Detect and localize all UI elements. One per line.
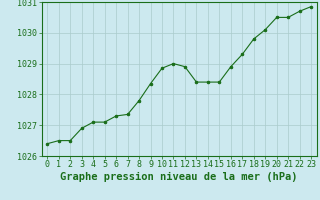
X-axis label: Graphe pression niveau de la mer (hPa): Graphe pression niveau de la mer (hPa)	[60, 172, 298, 182]
